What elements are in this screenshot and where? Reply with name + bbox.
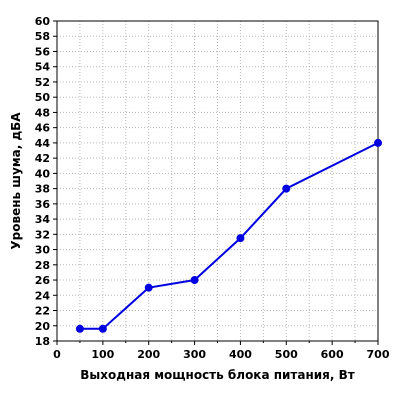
y-tick-label: 56	[35, 45, 51, 58]
x-tick-label: 600	[321, 348, 344, 361]
y-tick-label: 54	[35, 61, 51, 74]
y-tick-label: 48	[35, 106, 50, 119]
x-tick-label: 700	[367, 348, 390, 361]
data-point	[236, 234, 245, 243]
x-tick-label: 100	[91, 348, 114, 361]
axis-ticks: 0 100 200 300 400 500 600 700 18 20 22 24 26 28 30 32 34…	[35, 15, 390, 361]
data-point	[374, 138, 382, 147]
y-tick-label: 30	[35, 244, 51, 257]
x-tick-label: 0	[53, 348, 61, 361]
series-line	[79, 142, 379, 330]
y-tick-label: 22	[35, 305, 50, 318]
y-tick-label: 24	[35, 289, 51, 302]
y-tick-label: 46	[35, 122, 51, 135]
y-tick-label: 38	[35, 183, 50, 196]
data-point	[75, 324, 84, 333]
y-tick-label: 50	[35, 91, 51, 104]
grid	[56, 20, 379, 342]
y-tick-label: 60	[35, 15, 51, 28]
x-tick-label: 500	[275, 348, 298, 361]
y-tick-label: 34	[35, 213, 51, 226]
data-point	[144, 283, 153, 292]
y-tick-label: 36	[35, 198, 51, 211]
x-axis-title: Выходная мощность блока питания, Вт	[80, 368, 355, 382]
x-tick-label: 400	[229, 348, 252, 361]
y-tick-label: 52	[35, 76, 50, 89]
y-tick-label: 28	[35, 259, 50, 272]
data-point	[190, 276, 199, 285]
data-point	[98, 324, 107, 333]
y-tick-label: 58	[35, 30, 50, 43]
y-tick-label: 20	[35, 320, 51, 333]
x-tick-label: 300	[183, 348, 206, 361]
y-tick-label: 26	[35, 274, 51, 287]
y-tick-label: 42	[35, 152, 50, 165]
y-tick-label: 40	[35, 167, 51, 180]
y-axis-title: Уровень шума, дБА	[9, 112, 23, 250]
x-tick-label: 200	[137, 348, 160, 361]
data-point	[282, 184, 291, 193]
y-tick-label: 44	[35, 137, 51, 150]
series	[75, 138, 382, 333]
y-tick-label: 32	[35, 228, 50, 241]
y-tick-label: 18	[35, 335, 50, 348]
